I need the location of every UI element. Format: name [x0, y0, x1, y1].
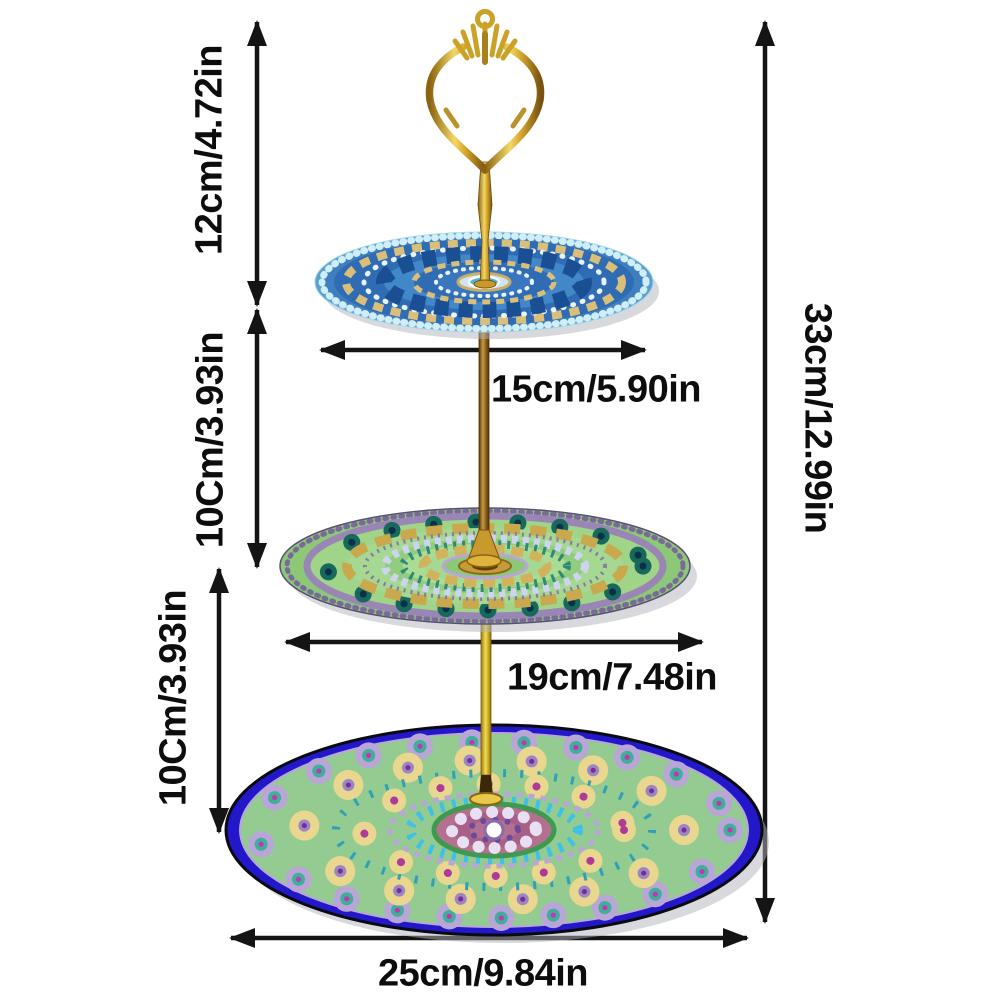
bottom-plate-diameter-label: 25cm/9.84in [378, 952, 588, 995]
bottom-plate [224, 723, 769, 943]
center-pole-upper [466, 284, 502, 568]
total-height-label: 33cm/12.99in [796, 302, 839, 534]
tier3-height-label: 10Cm/3.93in [152, 589, 195, 807]
middle-plate-diameter-label: 19cm/7.48in [507, 656, 717, 699]
tier2-height-label: 10Cm/3.93in [189, 331, 232, 549]
ornate-handle [425, 9, 545, 289]
tier1-height-label: 12cm/4.72in [188, 45, 231, 255]
center-pole-lower [469, 559, 503, 806]
top-plate-diameter-label: 15cm/5.90in [491, 368, 701, 411]
